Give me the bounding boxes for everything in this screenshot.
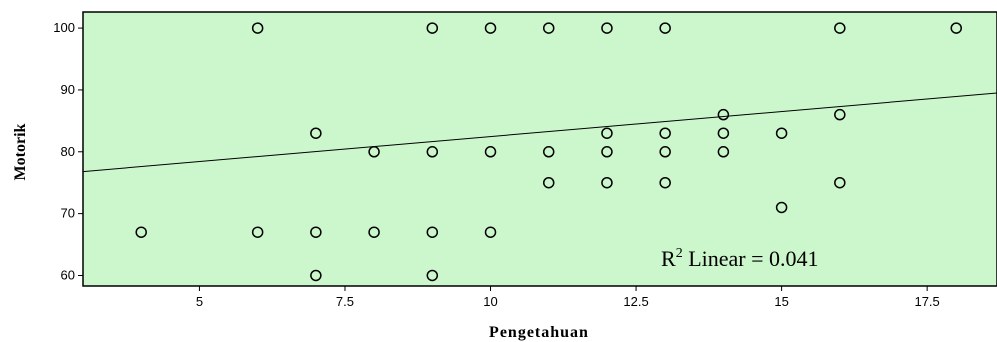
data-point [426,269,439,282]
r-squared-prefix: R [661,246,676,271]
data-point [426,146,439,158]
data-point [717,146,730,158]
y-axis-title: Motorik [12,123,29,180]
x-axis-title: Pengetahuan [489,324,589,341]
data-point [310,269,322,282]
x-tick-label: 5 [196,294,203,309]
x-tick-label: 15 [774,294,788,309]
x-tick-label: 10 [483,294,497,309]
data-point [484,22,497,34]
plot-area [82,11,997,287]
y-tick-label: 100 [53,20,75,35]
data-points [135,22,962,282]
data-point [601,127,613,139]
data-point [834,22,846,34]
y-tick-label: 90 [61,82,75,97]
data-point [659,146,671,158]
data-point [251,226,264,238]
data-point [426,226,439,238]
x-axis: 5 7.5 10 12.5 15 17.5 [196,286,940,309]
data-point [484,226,497,238]
data-point [950,22,962,34]
data-point [310,127,322,139]
data-point [542,22,555,34]
x-tick-label: 7.5 [336,294,354,309]
data-point [601,146,613,158]
r-squared-annotation: R2 Linear = 0.041 [661,246,819,271]
data-point [601,176,613,189]
data-point [542,146,555,158]
x-tick-label: 12.5 [623,294,648,309]
r-squared-text: Linear = 0.041 [683,246,819,271]
data-point [659,127,671,139]
data-point [368,146,380,158]
data-point [834,108,846,121]
data-point [542,176,555,189]
data-point [717,108,730,121]
data-point [484,146,497,158]
data-point [659,22,671,34]
y-axis: 60 70 80 90 100 [53,20,83,282]
y-tick-label: 80 [61,144,75,159]
y-tick-label: 70 [61,206,75,221]
data-point [775,201,788,214]
data-point [659,176,671,189]
data-point [426,22,439,34]
linear-fit-line [82,92,997,173]
data-point [310,226,322,238]
data-point [834,176,846,189]
data-point [368,226,380,238]
data-point [601,22,613,34]
data-point [135,226,147,238]
x-tick-label: 17.5 [914,294,939,309]
y-tick-label: 60 [61,267,75,282]
data-point [775,127,788,139]
data-point [717,127,730,139]
r-squared-superscript: 2 [676,246,683,261]
data-point [251,22,264,34]
